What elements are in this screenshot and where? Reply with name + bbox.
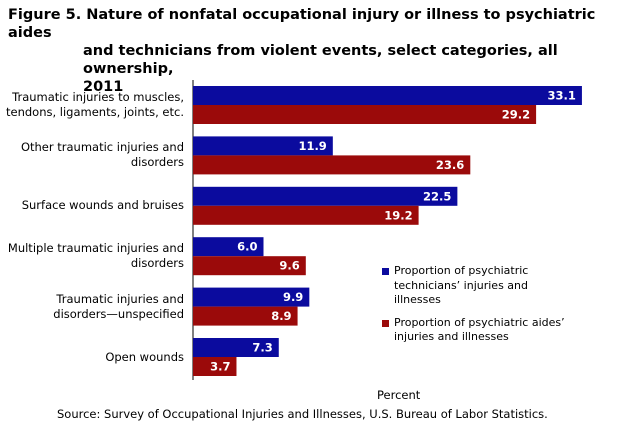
legend-item-technicians: Proportion of psychiatric technicians’ in…	[382, 264, 572, 308]
bar-technicians-2	[193, 186, 458, 206]
category-label-line: Surface wounds and bruises	[21, 198, 184, 213]
bar-aides-1	[193, 155, 471, 175]
bar-technicians-4	[193, 287, 310, 307]
bar-value-label: 33.1	[548, 89, 576, 103]
legend-swatch	[382, 268, 389, 275]
category-labels: Traumatic injuries to muscles, tendons, l…	[0, 0, 190, 380]
bar-value-label: 23.6	[436, 158, 464, 172]
bar-technicians-3	[193, 237, 264, 257]
legend-swatch	[382, 319, 389, 327]
bar-aides-4	[193, 306, 298, 326]
bar-value-label: 22.5	[423, 189, 451, 203]
category-label: Multiple traumatic injuries and disorders	[0, 241, 184, 271]
category-label-line: disorders—unspecified	[53, 306, 184, 321]
bar-value-label: 9.9	[283, 290, 303, 304]
chart-title-line-2: and technicians from violent events, sel…	[83, 43, 558, 77]
chart-title-line-1: Figure 5. Nature of nonfatal occupationa…	[8, 7, 596, 41]
bar-value-label: 6.0	[237, 240, 257, 254]
bar-value-label: 3.7	[210, 360, 230, 374]
legend-label-line: Proportion of psychiatric	[394, 264, 529, 277]
source-note: Source: Survey of Occupational Injuries …	[57, 407, 548, 421]
legend-label-line: illnesses	[394, 293, 441, 306]
legend-label-line: injuries and illnesses	[394, 330, 509, 343]
bar-aides-3	[193, 256, 306, 276]
chart-title-line-3: 2011	[83, 79, 124, 95]
x-axis-label: Percent	[377, 388, 421, 402]
category-label-line: disorders	[130, 155, 184, 170]
category-label-line: Other traumatic injuries and	[20, 140, 184, 155]
category-label: Traumatic injuries to muscles, tendons, l…	[0, 90, 184, 120]
category-label-line: Traumatic injuries to muscles,	[12, 90, 184, 104]
bar-value-label: 29.2	[502, 108, 530, 122]
bar-technicians-5	[193, 338, 279, 357]
bar-aides-2	[193, 205, 419, 225]
category-label-line: Multiple traumatic injuries and	[7, 241, 184, 256]
category-label-line: Open wounds	[105, 349, 184, 364]
bar-technicians-0	[193, 86, 582, 105]
category-label-line: Traumatic injuries and	[56, 291, 184, 306]
legend-item-aides: Proportion of psychiatric aides’ injuries…	[382, 316, 572, 345]
category-label-line: disorders	[130, 256, 184, 271]
bar-value-label: 7.3	[252, 341, 272, 355]
bar-value-label: 9.6	[279, 259, 299, 273]
bar-value-label: 8.9	[271, 309, 291, 323]
chart-title: Figure 5. Nature of nonfatal occupationa…	[8, 6, 608, 96]
category-label: Other traumatic injuries and disorders	[0, 140, 184, 170]
bar-aides-5	[193, 357, 237, 376]
legend-label-line: technicians’ injuries and	[394, 278, 528, 292]
bar-value-label: 19.2	[384, 208, 412, 222]
category-label: Open wounds	[0, 350, 184, 365]
bar-technicians-1	[193, 136, 333, 156]
legend-label-line: Proportion of psychiatric aides’	[394, 315, 565, 329]
bar-aides-0	[193, 105, 537, 124]
bar-value-label: 11.9	[298, 139, 326, 153]
category-label: Surface wounds and bruises	[0, 198, 184, 213]
category-label-line: tendons, ligaments, joints, etc.	[5, 105, 184, 119]
chart-legend: Proportion of psychiatric technicians’ in…	[382, 264, 572, 353]
category-label: Traumatic injuries and disorders—unspecif…	[0, 292, 184, 322]
